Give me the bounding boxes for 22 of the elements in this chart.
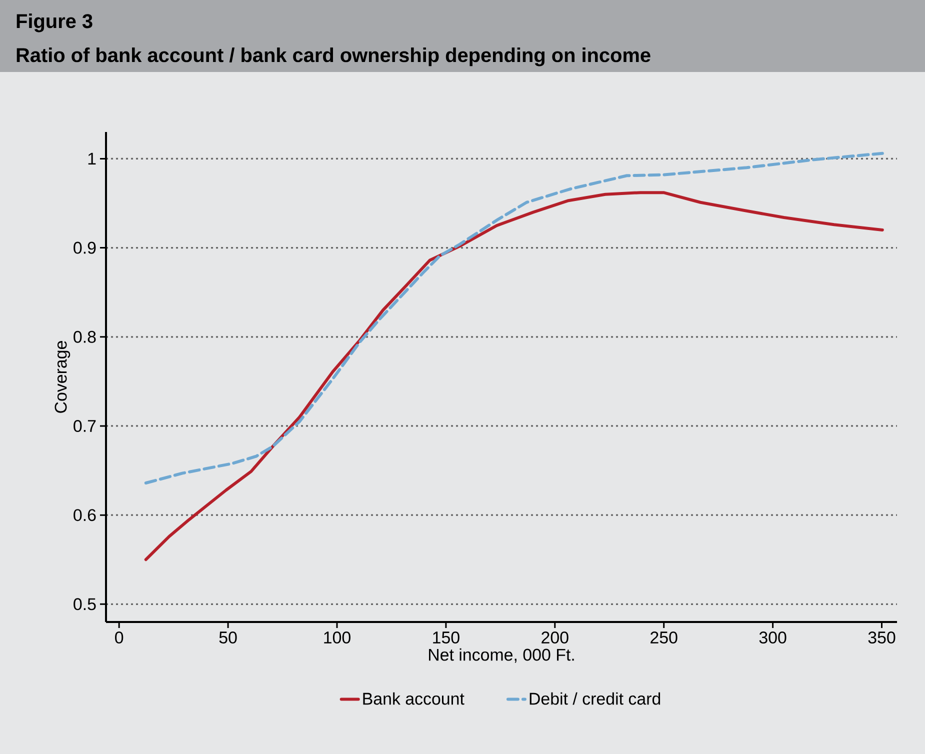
x-tick-label: 50 — [219, 632, 237, 644]
x-tick-label: 200 — [542, 632, 568, 644]
y-tick-label: 1 — [88, 152, 96, 165]
y-axis-title: Coverage — [54, 341, 70, 413]
chart-subtitle: Ratio of bank account / bank card ownership depending on income — [16, 48, 650, 66]
y-tick-label: 0.8 — [74, 330, 96, 343]
line-series — [144, 152, 884, 485]
y-tick-label: 0.6 — [74, 509, 96, 522]
chart-title: Figure 3 — [16, 14, 92, 32]
x-tick-label: 0 — [115, 632, 124, 644]
x-tick-label: 100 — [324, 632, 350, 644]
x-axis-title: Net income, 000 Ft. — [429, 648, 574, 663]
x-tick-label: 250 — [650, 632, 678, 644]
y-tick-label: 0.9 — [74, 242, 96, 254]
legend-label: Bank account — [363, 692, 464, 705]
x-tick-label: 150 — [433, 632, 460, 644]
line-series — [144, 191, 884, 562]
y-tick-label: 0.5 — [74, 598, 96, 610]
y-tick-label: 0.7 — [74, 420, 96, 432]
x-tick-label: 300 — [759, 632, 786, 644]
legend-label: Debit / credit card — [530, 692, 660, 705]
x-tick-label: 350 — [868, 632, 896, 644]
